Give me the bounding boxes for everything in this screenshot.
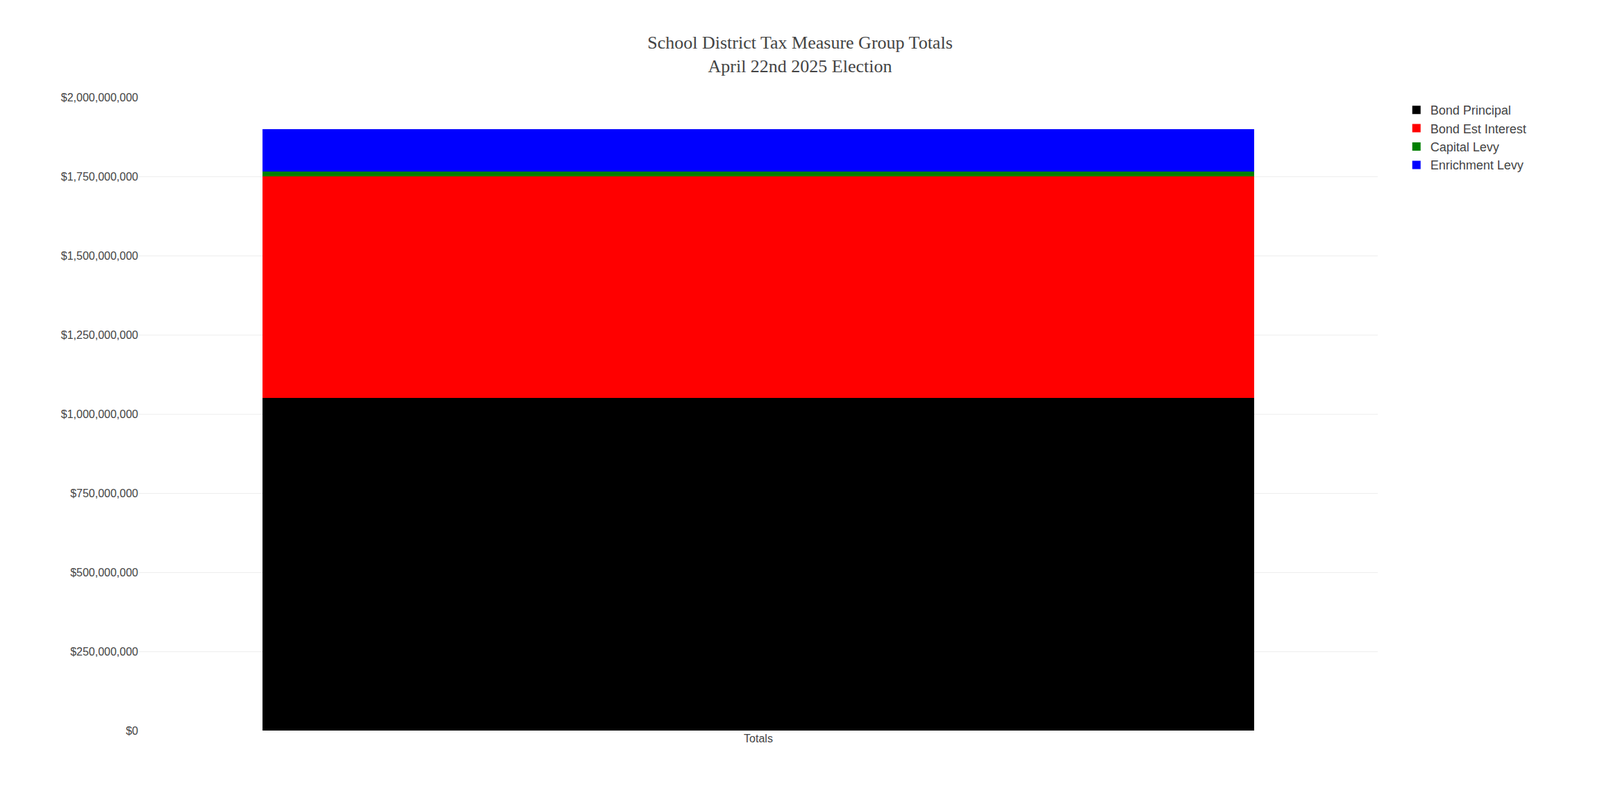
svg-text:Bond Principal: Bond Principal [1430,103,1512,118]
svg-text:$0: $0 [125,725,139,737]
svg-text:$1,750,000,000: $1,750,000,000 [61,170,139,183]
svg-text:$2,000,000,000: $2,000,000,000 [61,91,139,104]
svg-text:$1,500,000,000: $1,500,000,000 [61,250,139,262]
svg-text:Totals: Totals [743,732,773,745]
svg-text:Bond Est Interest: Bond Est Interest [1430,122,1527,137]
svg-text:$750,000,000: $750,000,000 [70,487,139,500]
svg-text:Enrichment Levy: Enrichment Levy [1430,158,1524,173]
svg-text:$500,000,000: $500,000,000 [70,566,139,579]
svg-text:$1,000,000,000: $1,000,000,000 [61,408,139,421]
svg-text:$250,000,000: $250,000,000 [70,645,139,658]
svg-text:$1,250,000,000: $1,250,000,000 [61,329,139,341]
svg-text:Capital Levy: Capital Levy [1430,140,1500,155]
svg-text:School District Tax Measure Gr: School District Tax Measure Group Totals… [647,32,953,77]
